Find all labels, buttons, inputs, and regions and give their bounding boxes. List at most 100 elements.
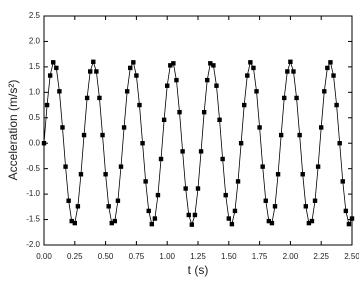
data-point bbox=[112, 218, 118, 224]
plot-frame bbox=[43, 15, 353, 246]
y-axis-title: Acceleration (m/s²) bbox=[6, 80, 20, 181]
data-point bbox=[115, 198, 121, 203]
data-point bbox=[214, 83, 219, 88]
data-point bbox=[124, 89, 130, 94]
data-point bbox=[242, 102, 247, 108]
data-point bbox=[72, 220, 77, 226]
data-point bbox=[285, 69, 290, 74]
data-point bbox=[63, 164, 68, 169]
data-point bbox=[288, 59, 293, 64]
y-tick-label: 2.5 bbox=[29, 11, 41, 20]
data-point bbox=[54, 65, 59, 71]
data-point bbox=[226, 216, 231, 221]
data-point bbox=[340, 179, 345, 184]
data-point bbox=[346, 221, 352, 227]
data-point bbox=[158, 156, 164, 162]
data-point bbox=[106, 204, 111, 209]
data-point bbox=[272, 204, 278, 209]
data-point bbox=[189, 222, 195, 227]
data-point bbox=[208, 61, 213, 66]
data-point bbox=[155, 192, 161, 198]
x-axis-title: t (s) bbox=[188, 263, 209, 277]
data-point bbox=[192, 212, 198, 218]
data-point bbox=[47, 73, 53, 78]
data-point bbox=[328, 60, 333, 65]
data-point bbox=[331, 73, 336, 78]
data-point bbox=[278, 132, 284, 138]
data-point bbox=[275, 172, 281, 177]
data-point bbox=[51, 60, 56, 65]
data-point bbox=[103, 172, 108, 177]
data-point bbox=[312, 198, 318, 203]
data-point bbox=[254, 89, 259, 94]
data-point bbox=[88, 69, 93, 74]
data-point bbox=[195, 186, 201, 191]
data-point bbox=[75, 204, 81, 209]
data-point bbox=[306, 220, 312, 226]
x-tick-label: 0.75 bbox=[129, 252, 145, 261]
data-point bbox=[183, 186, 188, 191]
data-point bbox=[180, 149, 185, 154]
y-tick-label: -0.5 bbox=[26, 164, 40, 173]
data-point bbox=[174, 77, 179, 83]
x-tick-label: 1.00 bbox=[159, 252, 175, 261]
data-point bbox=[245, 73, 250, 78]
data-point bbox=[282, 95, 287, 101]
data-point bbox=[41, 141, 47, 146]
data-point bbox=[97, 95, 102, 101]
y-tick-label: -1.5 bbox=[26, 215, 40, 224]
x-tick-label: 0.50 bbox=[98, 252, 114, 261]
data-point bbox=[211, 63, 216, 68]
data-point bbox=[309, 218, 315, 224]
y-tick-label: 1.0 bbox=[29, 87, 41, 96]
data-point bbox=[134, 73, 139, 78]
data-point bbox=[303, 204, 308, 209]
data-line bbox=[43, 60, 353, 226]
data-point bbox=[297, 132, 302, 138]
data-point bbox=[238, 141, 244, 146]
data-point bbox=[91, 59, 96, 64]
data-point bbox=[168, 63, 173, 68]
data-point bbox=[84, 95, 90, 101]
x-tick-label: 0.25 bbox=[67, 252, 83, 261]
data-point bbox=[128, 65, 133, 71]
y-tick-label: 1.5 bbox=[29, 62, 41, 71]
data-point bbox=[149, 221, 154, 227]
data-point bbox=[217, 117, 222, 123]
data-point bbox=[251, 65, 256, 71]
y-tick-label: 0.5 bbox=[29, 113, 41, 122]
data-point bbox=[131, 60, 136, 65]
data-point bbox=[229, 221, 235, 227]
data-point bbox=[220, 156, 225, 162]
data-point bbox=[143, 179, 148, 184]
x-tick-label: 1.50 bbox=[221, 252, 237, 261]
data-point bbox=[146, 208, 151, 214]
x-tick-label: 2.00 bbox=[283, 252, 299, 261]
y-tick-label: 2.0 bbox=[29, 37, 41, 46]
data-point bbox=[291, 69, 296, 74]
data-point bbox=[69, 218, 74, 224]
data-point bbox=[137, 102, 142, 108]
data-point bbox=[171, 61, 176, 66]
x-tick-label: 1.75 bbox=[252, 252, 268, 261]
data-point bbox=[269, 220, 275, 226]
data-point bbox=[343, 208, 349, 214]
data-point bbox=[60, 125, 65, 130]
data-point bbox=[319, 125, 324, 130]
data-point bbox=[78, 172, 84, 177]
data-point bbox=[349, 216, 355, 221]
data-point bbox=[248, 60, 253, 65]
data-point bbox=[152, 216, 158, 221]
data-point bbox=[263, 198, 268, 203]
data-point bbox=[223, 192, 228, 198]
y-tick-label: -1.0 bbox=[26, 189, 40, 198]
data-point bbox=[140, 141, 145, 146]
data-point bbox=[294, 95, 299, 101]
data-point bbox=[337, 141, 342, 146]
x-tick-label: 2.50 bbox=[344, 252, 359, 261]
data-point bbox=[257, 125, 262, 130]
data-point bbox=[334, 102, 339, 108]
y-tick-label: -2.0 bbox=[26, 240, 40, 249]
